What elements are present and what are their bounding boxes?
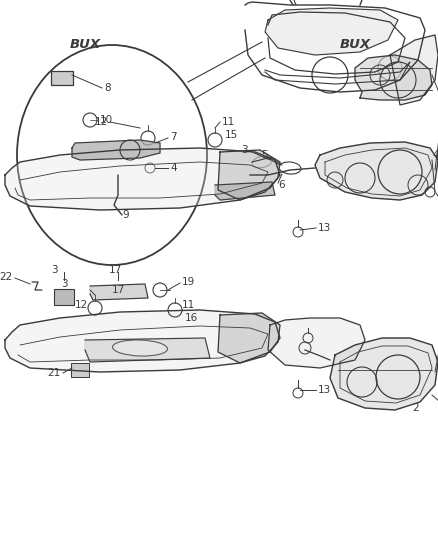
Ellipse shape: [113, 340, 167, 356]
Text: 4: 4: [432, 150, 438, 160]
Text: 11: 11: [222, 117, 235, 127]
Polygon shape: [330, 338, 438, 410]
Text: 12: 12: [75, 300, 88, 310]
Polygon shape: [355, 55, 432, 100]
Polygon shape: [85, 338, 210, 362]
Text: 12: 12: [95, 117, 108, 127]
Text: 16: 16: [185, 313, 198, 323]
Text: 13: 13: [318, 223, 331, 233]
Text: 17: 17: [111, 285, 125, 295]
FancyBboxPatch shape: [51, 71, 73, 85]
Polygon shape: [90, 284, 148, 300]
Text: 10: 10: [100, 115, 113, 125]
Polygon shape: [5, 148, 280, 210]
Text: 6: 6: [278, 180, 285, 190]
Polygon shape: [268, 318, 365, 368]
Text: 3: 3: [51, 265, 58, 275]
Text: 11: 11: [182, 300, 195, 310]
Polygon shape: [265, 8, 398, 55]
Text: 17: 17: [108, 265, 122, 275]
Text: 2: 2: [412, 403, 419, 413]
Text: 19: 19: [182, 277, 195, 287]
FancyBboxPatch shape: [54, 289, 74, 305]
Text: BUX: BUX: [339, 38, 371, 52]
Text: 3: 3: [61, 279, 67, 289]
Text: 3: 3: [241, 145, 248, 155]
Text: 5: 5: [261, 150, 268, 160]
Polygon shape: [315, 142, 438, 200]
Text: 13: 13: [318, 385, 331, 395]
Text: BUX: BUX: [70, 38, 101, 52]
Text: 8: 8: [104, 83, 111, 93]
Polygon shape: [218, 150, 280, 200]
FancyBboxPatch shape: [71, 363, 89, 377]
Polygon shape: [72, 140, 160, 160]
Text: 21: 21: [47, 368, 60, 378]
Text: 22: 22: [0, 272, 12, 282]
Text: 7: 7: [170, 132, 177, 142]
Text: 9: 9: [122, 210, 129, 220]
Polygon shape: [218, 313, 280, 363]
Polygon shape: [390, 35, 438, 105]
Text: 4: 4: [170, 163, 177, 173]
Polygon shape: [5, 310, 280, 372]
Text: 15: 15: [225, 130, 238, 140]
Polygon shape: [215, 182, 275, 200]
